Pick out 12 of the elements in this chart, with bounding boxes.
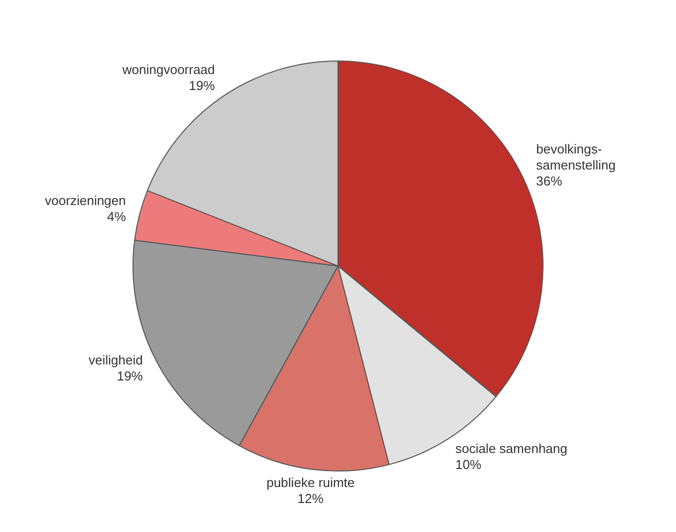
data-label: 10%: [455, 457, 482, 472]
slice-label: voorzieningen: [44, 193, 126, 208]
slice-label: publieke ruimte: [266, 474, 355, 490]
slice-label: bevolkings-samenstelling: [536, 142, 616, 173]
data-label: 12%: [298, 490, 324, 506]
slice-label: sociale samenhang: [455, 441, 568, 456]
data-label: 4%: [107, 209, 126, 224]
slice-label: woningvoorraad: [121, 62, 215, 77]
data-label: 19%: [188, 78, 216, 93]
data-label: 19%: [116, 368, 144, 384]
data-label: 36%: [536, 174, 563, 189]
slice-label: veiligheid: [88, 352, 143, 368]
